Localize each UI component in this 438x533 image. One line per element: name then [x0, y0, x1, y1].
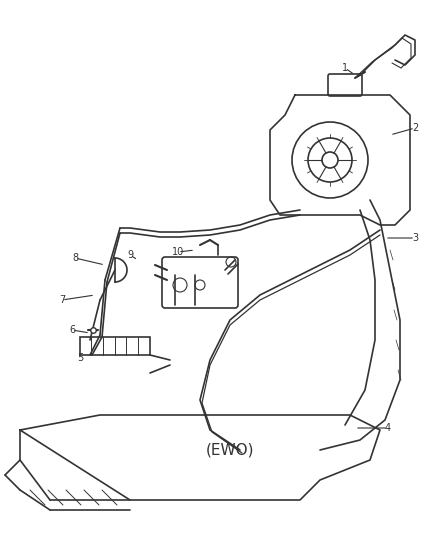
Text: 3: 3 [412, 233, 418, 243]
Text: 7: 7 [59, 295, 65, 305]
Text: 5: 5 [77, 353, 83, 363]
Text: (EWO): (EWO) [206, 442, 254, 457]
Text: 6: 6 [69, 325, 75, 335]
Text: 8: 8 [72, 253, 78, 263]
Text: 10: 10 [172, 247, 184, 257]
Text: 4: 4 [385, 423, 391, 433]
Text: 2: 2 [412, 123, 418, 133]
Bar [80, 337, 150, 355]
Text: 1: 1 [342, 63, 348, 73]
Text: 9: 9 [127, 250, 133, 260]
